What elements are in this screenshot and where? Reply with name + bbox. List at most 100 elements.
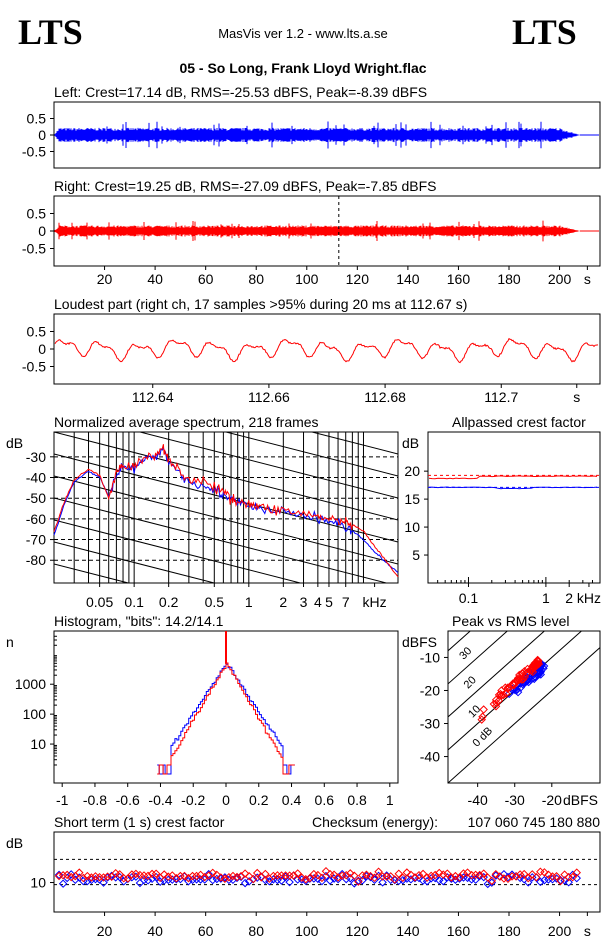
spectrum-slope-line <box>54 497 389 583</box>
stc-point <box>196 870 205 880</box>
stc-point <box>208 868 217 878</box>
stc-ylabel: dB <box>6 835 23 851</box>
peak-vs-rms-title: Peak vs RMS level <box>452 613 569 629</box>
y-tick-label: -40 <box>420 749 440 765</box>
histogram-series-0 <box>157 663 295 775</box>
stc-point <box>523 873 533 883</box>
stc-point <box>200 872 209 882</box>
stc-point <box>487 878 497 887</box>
spectrum-slope-line <box>54 432 398 521</box>
stc-point <box>491 869 501 879</box>
stc-point <box>317 873 327 883</box>
checksum-value: 107 060 745 180 880 <box>468 814 601 830</box>
stc-point <box>248 874 258 884</box>
stc-point <box>572 868 581 877</box>
stc-point <box>58 879 68 888</box>
stc-point <box>366 871 375 881</box>
right_waveform-panel: Right: Crest=19.25 dB, RMS=-27.09 dBFS, … <box>22 178 601 287</box>
pvr-crest-label: 0 dB <box>471 725 495 749</box>
stc-point <box>321 871 331 881</box>
x-tick-label: 7 <box>342 594 350 610</box>
y-tick-label: -30 <box>26 449 46 465</box>
x-tick-label: 1 <box>386 792 394 808</box>
x-tick-label: 3 <box>300 594 308 610</box>
stc-point <box>564 878 573 887</box>
pvr-point <box>494 690 504 700</box>
x-tick-label: 112.7 <box>484 389 518 405</box>
stc-point <box>447 873 456 882</box>
x-tick-label: s <box>584 923 591 939</box>
checksum-label: Checksum (energy): <box>312 814 438 830</box>
x-tick-label: 160 <box>447 923 471 939</box>
x-tick-label: 1 <box>245 594 253 610</box>
x-tick-label: -1 <box>56 792 69 808</box>
x-tick-label: kHz <box>363 594 387 610</box>
y-tick-label: -20 <box>420 682 440 698</box>
stc-point <box>422 873 432 882</box>
spectrum-slope-line <box>137 432 398 499</box>
x-tick-label: 5 <box>325 594 333 610</box>
y-tick-label: 5 <box>412 547 420 563</box>
spectrum-slope-line <box>54 519 303 583</box>
stc-point <box>519 869 529 879</box>
x-tick-label: 140 <box>396 923 420 939</box>
stc-point <box>75 868 84 877</box>
pvr-point <box>503 683 513 692</box>
stc-point <box>378 878 387 887</box>
x-tick-label: -0.6 <box>116 792 140 808</box>
spectrum-slope-line <box>54 278 398 366</box>
y-tick-label: 0 <box>38 223 46 239</box>
x-tick-label: -0.4 <box>148 792 172 808</box>
spectrum-slope-line <box>309 432 398 455</box>
stc-point <box>536 877 545 887</box>
stc-point <box>62 870 72 880</box>
x-tick-label: 0.2 <box>159 594 179 610</box>
y-tick-label: -60 <box>26 511 46 527</box>
x-tick-label: 4 <box>314 594 322 610</box>
x-tick-label: 100 <box>295 271 319 287</box>
x-tick-label: 200 <box>548 923 572 939</box>
stc-point <box>414 870 424 880</box>
x-tick-label: 60 <box>198 923 214 939</box>
x-tick-label: 0.4 <box>282 792 302 808</box>
y-tick-label: 10 <box>30 736 46 752</box>
stc-point <box>390 875 399 884</box>
stc-point <box>99 878 108 887</box>
stc-point <box>394 869 404 878</box>
histogram-panel: Histogram, "bits": 14.2/14.1n100010010-1… <box>6 613 399 808</box>
spectrum-title: Normalized average spectrum, 218 frames <box>54 414 319 430</box>
right_waveform-title: Right: Crest=19.25 dB, RMS=-27.09 dBFS, … <box>54 178 436 194</box>
x-tick-label: -0.2 <box>181 792 205 808</box>
y-tick-label: -0.5 <box>22 241 46 257</box>
pvr-point <box>535 668 544 677</box>
allpassed-series-0 <box>428 486 598 490</box>
y-tick-label: 0.5 <box>27 206 47 222</box>
stc-point <box>305 873 315 883</box>
y-tick-label: 20 <box>404 463 420 479</box>
stc-point <box>402 868 412 877</box>
pvr-ylabel: dBFS <box>402 634 437 650</box>
y-tick-label: 15 <box>404 491 420 507</box>
stc-point <box>350 871 359 881</box>
pvr-point <box>531 660 540 669</box>
spectrum-slope-line <box>54 322 398 410</box>
x-tick-label: 200 <box>548 271 572 287</box>
x-tick-label: 80 <box>248 923 264 939</box>
stc-point <box>285 877 294 887</box>
stc-point <box>79 873 88 883</box>
spectrum-frame <box>53 431 399 584</box>
stc-point <box>297 873 306 882</box>
allpassed-ylabel: dB <box>402 435 419 451</box>
stc-point <box>131 869 141 879</box>
stc-point <box>410 873 420 882</box>
y-tick-label: -30 <box>420 716 440 732</box>
x-tick-label: 20 <box>97 271 113 287</box>
x-tick-label: 180 <box>497 271 521 287</box>
pvr-point <box>532 659 542 668</box>
stc-point <box>341 870 351 880</box>
stc-point <box>261 869 270 879</box>
pvr-point <box>516 683 526 692</box>
stc-point <box>143 871 153 881</box>
